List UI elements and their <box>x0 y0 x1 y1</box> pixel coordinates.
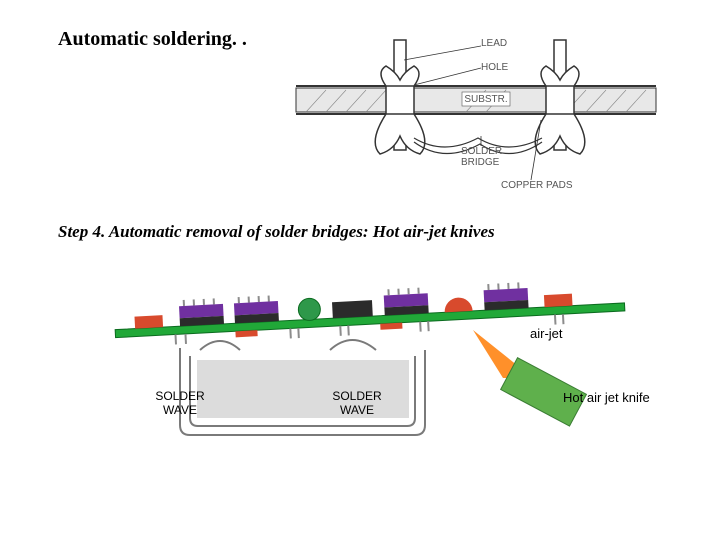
fig2-label-hotknife: Hot air jet knife <box>563 390 650 405</box>
fig1-label-substrate: SUBSTR. <box>464 94 507 105</box>
figure-wave-solder-airknife: SOLDERWAVE SOLDERWAVE air-jet Hot air je… <box>85 260 665 460</box>
fig2-svg: SOLDERWAVE SOLDERWAVE air-jet Hot air je… <box>85 260 665 460</box>
step-heading: Step 4. Automatic removal of solder brid… <box>58 222 495 242</box>
fig1-label-bridge: SOLDERBRIDGE <box>461 146 502 168</box>
fig1-svg: LEAD HOLE SUBSTR. SOLDERBRIDGE COPPER PA… <box>286 30 666 190</box>
page-root: Automatic soldering. . <box>0 0 720 540</box>
fig1-label-lead: LEAD <box>481 38 507 49</box>
page-title: Automatic soldering. . <box>58 28 247 51</box>
fig2-label-airjet: air-jet <box>530 326 563 341</box>
fig1-label-pads: COPPER PADS <box>501 180 573 190</box>
fig1-label-hole: HOLE <box>481 62 509 73</box>
figure-solder-bridge-crosssection: LEAD HOLE SUBSTR. SOLDERBRIDGE COPPER PA… <box>286 30 666 190</box>
